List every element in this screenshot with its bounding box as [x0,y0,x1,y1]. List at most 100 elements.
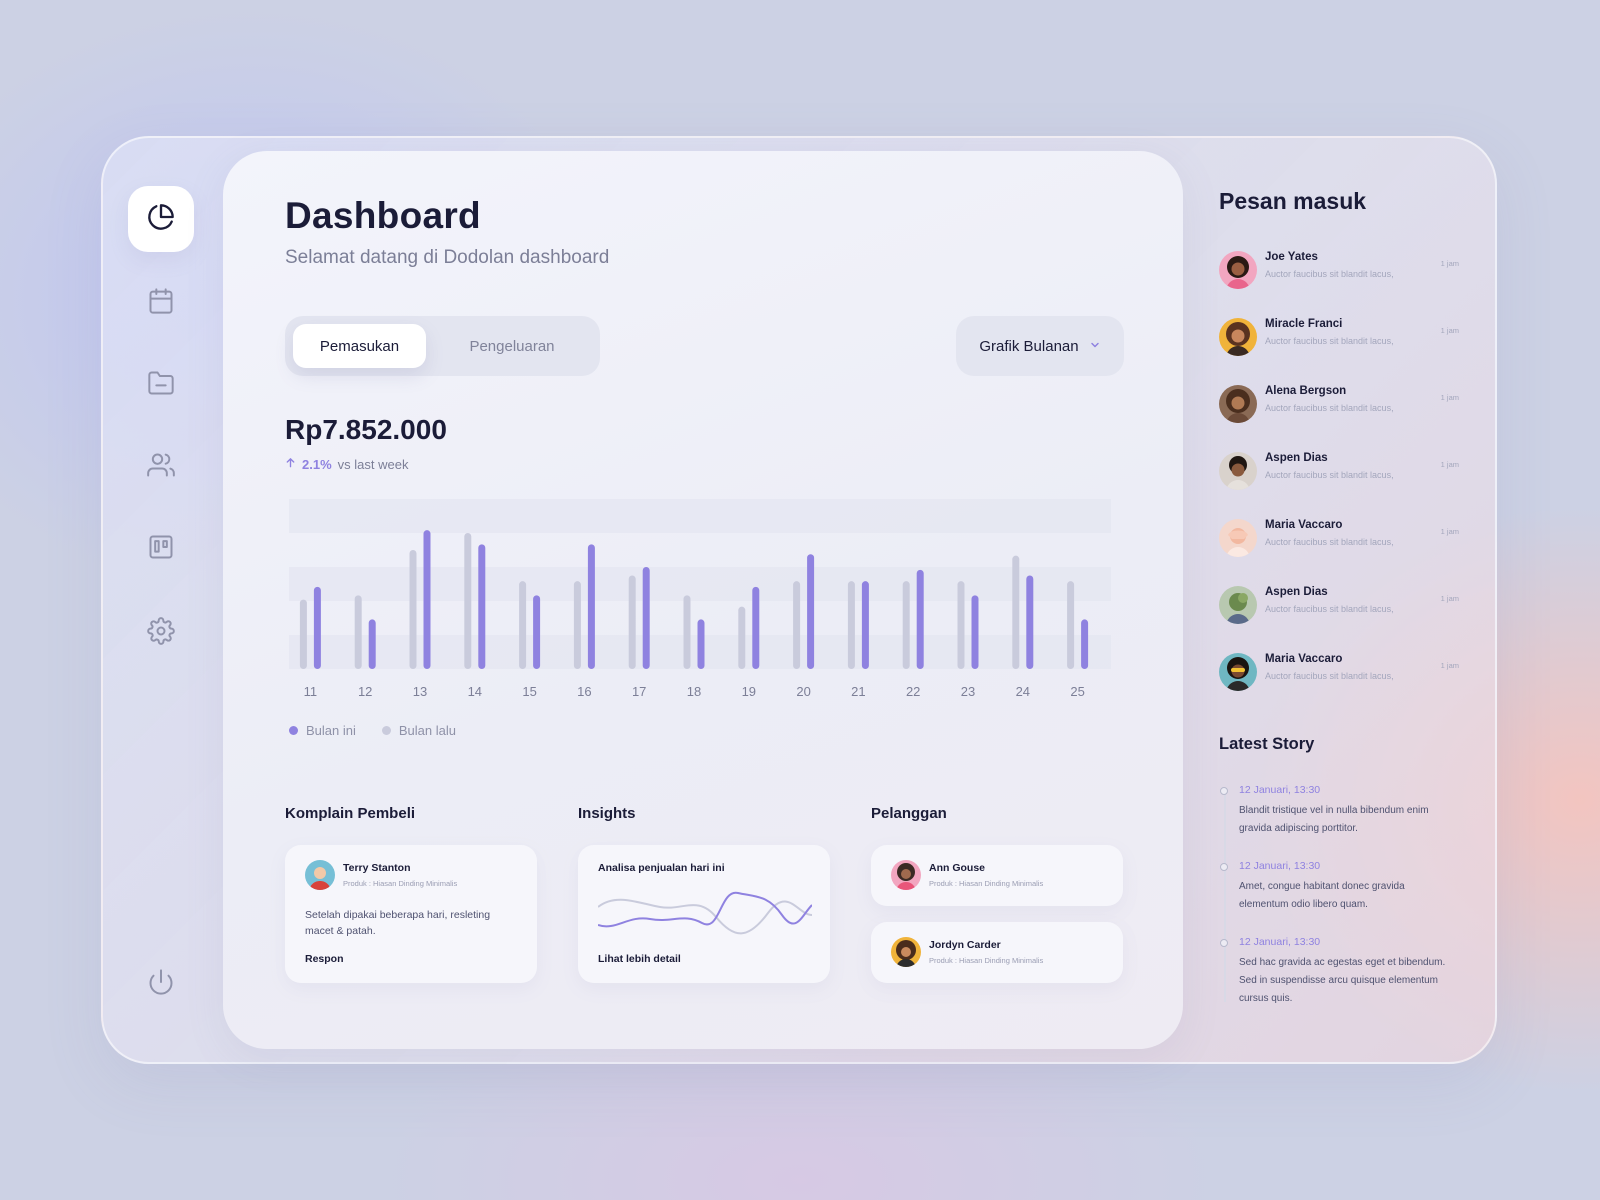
story-text: Amet, congue habitant donec gravida elem… [1239,881,1405,910]
bar-previous [354,595,362,669]
complaints-title: Komplain Pembeli [285,805,416,822]
x-tick-label: 21 [851,684,865,699]
sidebar-item-settings[interactable] [128,600,194,666]
complaint-card[interactable]: Terry Stanton Produk : Hiasan Dinding Mi… [285,845,537,983]
message-preview: Auctor faucibus sit blandit lacus, [1265,671,1394,681]
respond-button[interactable]: Respon [305,953,344,965]
bar-current [1081,619,1089,669]
story-text: Blandit tristique vel in nulla bibendum … [1239,805,1429,834]
sidebar-item-board[interactable] [128,516,194,582]
bar-current [642,567,650,669]
page-subtitle: Selamat datang di Dodolan dashboard [285,247,610,268]
message-sender: Joe Yates [1265,251,1318,263]
users-icon [147,451,175,484]
insights-card: Analisa penjualan hari ini Lihat lebih d… [578,845,830,983]
bar-current [423,530,431,669]
bar-previous [299,599,307,669]
message-item[interactable]: Aspen Dias Auctor faucibus sit blandit l… [1219,448,1459,498]
x-tick-label: 24 [1016,684,1030,699]
folder-icon [147,369,175,402]
sidebar-item-calendar[interactable] [128,270,194,336]
tab-income[interactable]: Pemasukan [293,324,426,368]
customer-item[interactable]: Jordyn Carder Produk : Hiasan Dinding Mi… [871,922,1123,983]
avatar [1219,653,1257,691]
x-tick-label: 16 [577,684,591,699]
latest-story-title: Latest Story [1219,735,1315,753]
avatar [1219,452,1257,490]
bar-previous [1067,581,1075,669]
avatar [1219,251,1257,289]
bar-current [752,586,760,669]
legend-label-previous: Bulan lalu [398,723,456,738]
message-item[interactable]: Alena Bergson Auctor faucibus sit blandi… [1219,381,1459,431]
growth-percent: 2.1% [302,456,332,472]
insights-sparkline [598,891,812,935]
story-date: 12 Januari, 13:30 [1239,936,1321,948]
message-sender: Maria Vaccaro [1265,653,1343,665]
x-tick-label: 14 [468,684,482,699]
customer-name: Jordyn Carder [929,939,1001,951]
message-item[interactable]: Aspen Dias Auctor faucibus sit blandit l… [1219,582,1459,632]
message-item[interactable]: Maria Vaccaro Auctor faucibus sit blandi… [1219,515,1459,565]
x-tick-label: 11 [304,684,318,699]
bar-current [368,619,376,669]
x-tick-label: 13 [413,684,427,699]
calendar-icon [147,287,175,320]
power-icon [147,968,175,1001]
message-time: 1 jam [1440,326,1459,335]
growth-indicator: 2.1% vs last week [285,456,408,472]
growth-label: vs last week [337,456,409,472]
dropdown-label: Grafik Bulanan [979,337,1079,355]
bar-previous [628,575,636,669]
complaint-name: Terry Stanton [343,862,411,874]
customer-item[interactable]: Ann Gouse Produk : Hiasan Dinding Minima… [871,845,1123,906]
bar-current [971,595,979,669]
story-date: 12 Januari, 13:30 [1239,784,1321,796]
legend-item-previous: Bulan lalu [381,723,456,738]
tab-expense[interactable]: Pengeluaran [469,337,555,355]
sidebar-item-dashboard[interactable] [128,186,194,252]
message-item[interactable]: Maria Vaccaro Auctor faucibus sit blandi… [1219,649,1459,699]
message-sender: Aspen Dias [1265,586,1328,598]
bar-chart-svg: 11 12 13 14 15 16 17 18 19 20 21 22 23 24 25 [289,499,1111,699]
x-tick-label: 23 [961,684,975,699]
sparkline-previous [598,898,812,935]
bar-current [861,581,869,669]
customer-name: Ann Gouse [929,862,986,874]
chart-grid-band [289,499,1111,533]
message-sender: Maria Vaccaro [1265,519,1343,531]
bar-previous [738,606,746,669]
customer-product: Produk : Hiasan Dinding Minimalis [929,956,1044,965]
timeline-dot [1220,939,1228,947]
page-title: Dashboard [285,195,481,236]
message-item[interactable]: Joe Yates Auctor faucibus sit blandit la… [1219,247,1459,297]
chevron-down-icon [1089,338,1101,355]
sidebar-item-files[interactable] [128,352,194,418]
bar-previous [409,550,417,669]
sidebar-item-users[interactable] [128,434,194,500]
bar-previous [1012,555,1020,669]
message-preview: Auctor faucibus sit blandit lacus, [1265,403,1394,413]
x-tick-label: 19 [742,684,756,699]
bar-current [807,554,815,669]
messages-title: Pesan masuk [1219,188,1367,214]
period-dropdown[interactable]: Grafik Bulanan [956,316,1124,376]
bar-current [533,595,541,669]
bar-previous [573,581,581,669]
message-preview: Auctor faucibus sit blandit lacus, [1265,537,1394,547]
message-time: 1 jam [1440,393,1459,402]
x-tick-label: 20 [796,684,810,699]
insights-detail-link[interactable]: Lihat lebih detail [598,953,681,965]
avatar [305,860,335,890]
total-amount: Rp7.852.000 [285,414,447,445]
bar-previous [902,581,910,669]
story-date: 12 Januari, 13:30 [1239,860,1321,872]
insights-title: Insights [578,805,636,822]
message-item[interactable]: Miracle Franci Auctor faucibus sit bland… [1219,314,1459,364]
customer-product: Produk : Hiasan Dinding Minimalis [929,879,1044,888]
gear-icon [147,616,175,650]
message-sender: Aspen Dias [1265,452,1328,464]
sidebar [128,186,194,1056]
logout-button[interactable] [128,951,194,1017]
x-tick-label: 18 [687,684,701,699]
